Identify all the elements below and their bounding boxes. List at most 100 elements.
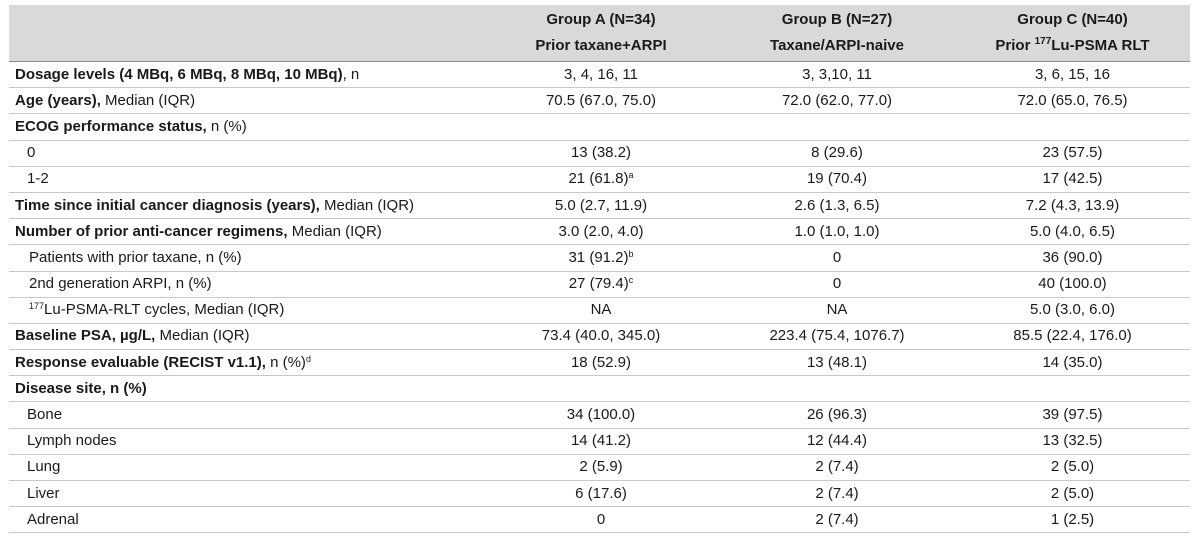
cell-group-c: 39 (97.5) (955, 401, 1190, 429)
footnote-marker: b (628, 248, 634, 259)
group-c-sub-prefix: Prior (995, 37, 1035, 54)
row-label: 0 (9, 139, 483, 167)
cell-value: 27 (79.4) (568, 275, 629, 293)
row-label: Dosage levels (4 MBq, 6 MBq, 8 MBq, 10 M… (9, 60, 483, 88)
cell-group-b: 3, 3,10, 11 (719, 60, 955, 88)
cell-group-b: 0 (719, 270, 955, 298)
cell-group-b: 26 (96.3) (719, 401, 955, 429)
cell-group-c: 2 (5.0) (955, 479, 1190, 507)
group-c-title: Group C (N=40) (955, 5, 1190, 33)
row-label-rest: , n (342, 65, 360, 83)
table-row-response-evaluable: Response evaluable (RECIST v1.1), n (%)d… (9, 349, 1190, 376)
cell-group-c: 23 (57.5) (955, 139, 1190, 167)
cell-group-b: 12 (44.4) (719, 427, 955, 455)
table-row-ecog-1-2: 1-2 21 (61.8)a 19 (70.4) 17 (42.5) (9, 165, 1190, 193)
cell-group-a: 0 (483, 506, 719, 534)
cell-group-c: 40 (100.0) (955, 270, 1190, 298)
table-row-arpi: 2nd generation ARPI, n (%) 27 (79.4)c 0 … (9, 270, 1190, 298)
cell-group-c: 2 (5.0) (955, 453, 1190, 481)
cell-group-a: 6 (17.6) (483, 479, 719, 507)
table-header: Group A (N=34) Group B (N=27) Group C (N… (9, 5, 1190, 62)
group-b-title: Group B (N=27) (719, 5, 955, 33)
cell-group-a: 5.0 (2.7, 11.9) (483, 191, 719, 219)
isotope-superscript: 177 (29, 301, 45, 312)
row-label: Liver (9, 479, 483, 507)
row-label-rest: Median (IQR) (100, 91, 196, 109)
cell-group-c: 1 (2.5) (955, 506, 1190, 534)
header-blank-2 (9, 33, 483, 62)
table-row-lung: Lung 2 (5.9) 2 (7.4) 2 (5.0) (9, 453, 1190, 481)
group-c-sub-sup: 177 (1034, 36, 1052, 47)
cell-group-a: 31 (91.2)b (483, 244, 719, 271)
table-body: Dosage levels (4 MBq, 6 MBq, 8 MBq, 10 M… (9, 60, 1190, 534)
cell-group-c (955, 113, 1190, 141)
row-label-text: Lu-PSMA-RLT cycles, Median (IQR) (44, 301, 285, 319)
table-row-liver: Liver 6 (17.6) 2 (7.4) 2 (5.0) (9, 479, 1190, 507)
cell-group-c: 72.0 (65.0, 76.5) (955, 87, 1190, 114)
cell-value: 21 (61.8) (568, 170, 629, 188)
cell-group-c (955, 375, 1190, 402)
cell-group-a (483, 113, 719, 141)
cell-group-c: 85.5 (22.4, 176.0) (955, 322, 1190, 350)
row-label: Adrenal (9, 506, 483, 534)
cell-value: 31 (91.2) (568, 248, 629, 266)
row-label: Lung (9, 453, 483, 481)
cell-group-a: 13 (38.2) (483, 139, 719, 167)
row-label: 177Lu-PSMA-RLT cycles, Median (IQR) (9, 296, 483, 324)
row-label-rest: Median (IQR) (155, 327, 250, 345)
cell-group-a: 73.4 (40.0, 345.0) (483, 322, 719, 350)
group-c-subtitle: Prior 177Lu-PSMA RLT (955, 33, 1190, 62)
baseline-characteristics-table: Group A (N=34) Group B (N=27) Group C (N… (9, 5, 1190, 534)
cell-group-a: 27 (79.4)c (483, 270, 719, 298)
cell-group-a: 2 (5.9) (483, 453, 719, 481)
row-label: Number of prior anti-cancer regimens, Me… (9, 218, 483, 245)
group-c-sub-suffix: Lu-PSMA RLT (1051, 37, 1150, 54)
row-label-rest: n (%) (265, 353, 306, 371)
cell-group-b: 1.0 (1.0, 1.0) (719, 218, 955, 245)
cell-group-c: 5.0 (4.0, 6.5) (955, 218, 1190, 245)
row-label: Patients with prior taxane, n (%) (9, 244, 483, 271)
row-label: Disease site, n (%) (9, 375, 483, 402)
footnote-marker: a (628, 170, 634, 181)
cell-group-a: 18 (52.9) (483, 349, 719, 376)
cell-group-b: 2 (7.4) (719, 506, 955, 534)
table-row-age: Age (years), Median (IQR) 70.5 (67.0, 75… (9, 87, 1190, 114)
table-row-ecog: ECOG performance status, n (%) (9, 113, 1190, 141)
group-b-subtitle: Taxane/ARPI-naive (719, 33, 955, 62)
group-a-subtitle: Prior taxane+ARPI (483, 33, 719, 62)
cell-group-b: NA (719, 296, 955, 324)
cell-group-b: 2 (7.4) (719, 479, 955, 507)
footnote-marker: d (305, 353, 311, 364)
footnote-marker: c (628, 275, 634, 286)
cell-group-c: 14 (35.0) (955, 349, 1190, 376)
cell-group-a (483, 375, 719, 402)
cell-group-c: 13 (32.5) (955, 427, 1190, 455)
cell-group-b: 13 (48.1) (719, 349, 955, 376)
cell-group-b: 2 (7.4) (719, 453, 955, 481)
row-label-bold: Response evaluable (RECIST v1.1), (15, 353, 266, 371)
table-row-time-since-diagnosis: Time since initial cancer diagnosis (yea… (9, 191, 1190, 219)
cell-group-c: 7.2 (4.3, 13.9) (955, 191, 1190, 219)
table-row-prior-regimens: Number of prior anti-cancer regimens, Me… (9, 218, 1190, 245)
cell-group-a: 14 (41.2) (483, 427, 719, 455)
row-label: Response evaluable (RECIST v1.1), n (%)d (9, 349, 483, 376)
cell-group-a: 34 (100.0) (483, 401, 719, 429)
row-label: Lymph nodes (9, 427, 483, 455)
row-label-rest: Median (IQR) (287, 222, 382, 240)
row-label-bold: Dosage levels (4 MBq, 6 MBq, 8 MBq, 10 M… (15, 65, 343, 83)
row-label: ECOG performance status, n (%) (9, 113, 483, 141)
row-label-bold: Number of prior anti-cancer regimens, (15, 222, 288, 240)
cell-group-b: 8 (29.6) (719, 139, 955, 167)
table-row-prior-taxane: Patients with prior taxane, n (%) 31 (91… (9, 244, 1190, 271)
row-label: Age (years), Median (IQR) (9, 87, 483, 114)
cell-group-b (719, 113, 955, 141)
table-row-dosage: Dosage levels (4 MBq, 6 MBq, 8 MBq, 10 M… (9, 60, 1190, 88)
table-row-adrenal: Adrenal 0 2 (7.4) 1 (2.5) (9, 506, 1190, 534)
header-blank (9, 5, 483, 33)
row-label-bold: Age (years), (15, 91, 101, 109)
table-row-rlt-cycles: 177Lu-PSMA-RLT cycles, Median (IQR) NA N… (9, 296, 1190, 324)
cell-group-b: 223.4 (75.4, 1076.7) (719, 322, 955, 350)
cell-group-a: 21 (61.8)a (483, 165, 719, 193)
cell-group-a: NA (483, 296, 719, 324)
cell-group-c: 3, 6, 15, 16 (955, 60, 1190, 88)
